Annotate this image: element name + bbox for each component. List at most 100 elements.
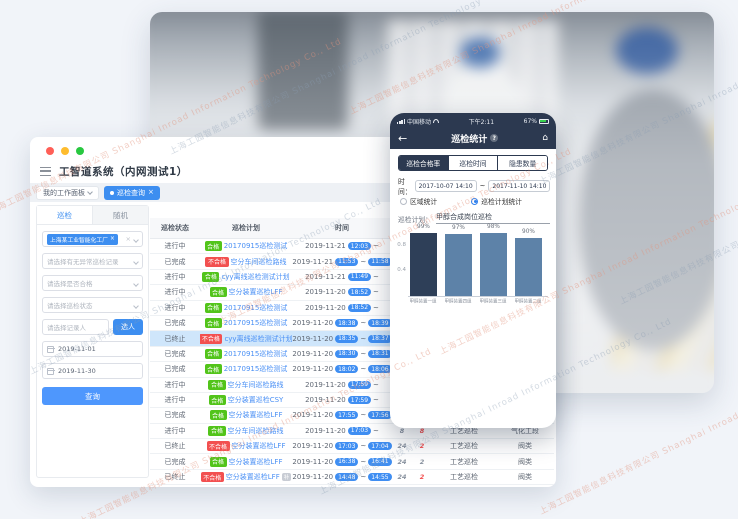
maximize-window-icon[interactable] — [76, 147, 84, 155]
bar-fill — [515, 238, 542, 296]
window-controls[interactable] — [46, 147, 84, 155]
cell-time: 2019-11-20 17:03 ~17:04 — [292, 442, 392, 451]
start-datetime-chip[interactable]: 2017-10-07 14:10 — [414, 180, 477, 192]
plan-link[interactable]: 20170915巡检测试 — [223, 303, 288, 312]
plan-link[interactable]: 空分装置巡检CSY — [227, 396, 284, 405]
clear-select-icon[interactable]: × — [125, 235, 131, 243]
factory-tag: 上海某工业智能化工厂 × — [47, 233, 118, 245]
x-axis-label: 甲醇装置二组 — [514, 298, 542, 305]
end-date-picker[interactable]: 2019-11-30 — [42, 363, 143, 379]
cell-status: 已终止 — [164, 442, 186, 451]
plan-value[interactable]: 甲醇合成岗位巡检 — [435, 212, 550, 224]
header-plan: 巡检计划 — [232, 224, 260, 232]
bar-3[interactable]: 90% 甲醇装置二组 — [514, 229, 542, 304]
plan-link[interactable]: 20170915巡检测试 — [223, 365, 288, 374]
cell-plan: 合格 空分装置巡检LFF — [200, 287, 292, 298]
cell-missed: 2 — [419, 473, 425, 482]
bar-fill — [480, 233, 507, 296]
filter-sidebar: 巡检 随机 上海某工业智能化工厂 × × 请选择有无异常巡检记录 请选 — [36, 205, 149, 478]
sidebar-tab-random[interactable]: 随机 — [93, 206, 148, 224]
home-icon[interactable]: ⌂ — [542, 133, 548, 143]
cell-area: 气化工段 — [511, 426, 539, 435]
table-row[interactable]: 已终止 不合格 空分装置巡检LFF 补 2019-11-20 14:48 ~14:… — [150, 469, 554, 486]
close-window-icon[interactable] — [46, 147, 54, 155]
cell-status: 已完成 — [164, 349, 186, 358]
close-tab-icon[interactable]: × — [148, 188, 154, 196]
start-time-chip: 17:03 — [347, 426, 372, 435]
cell-time: 2019-11-20 18:52 ~ — [305, 288, 379, 297]
bar-0[interactable]: 99% 甲醇装置一组 — [409, 224, 437, 304]
end-time-chip: 14:55 — [368, 473, 392, 482]
end-time-chip: 18:39 — [368, 319, 392, 328]
cell-time: 2019-11-20 14:48 ~14:55 — [292, 473, 392, 482]
segment-tab-1[interactable]: 巡检时间 — [448, 156, 499, 170]
query-button[interactable]: 查询 — [42, 387, 143, 405]
remove-tag-icon[interactable]: × — [109, 236, 115, 242]
sidebar-tab-inspection[interactable]: 巡检 — [37, 206, 93, 224]
cell-plan: 合格 空分装置巡检LFF — [200, 456, 292, 467]
hamburger-menu-icon[interactable] — [40, 166, 51, 176]
cell-plan: 合格 空分装置巡检LFF — [200, 410, 292, 421]
wifi-icon — [432, 119, 439, 123]
table-row[interactable]: 已完成 合格 空分装置巡检LFF 2019-11-20 16:38 ~16:41 2… — [150, 454, 554, 470]
plan-link[interactable]: 空分装置巡检LFF — [228, 411, 283, 420]
select-placeholder: 请选择是否合格 — [47, 280, 93, 288]
y-axis-tick: 0.8 — [397, 241, 406, 248]
plan-link[interactable]: 空分车间巡检路线 — [227, 426, 284, 435]
plan-link[interactable]: cyy离线巡检测试计划 — [224, 334, 292, 343]
cell-plan: 合格 20170915巡检测试 — [200, 348, 292, 359]
cell-time: 2019-11-20 18:02 ~18:06 — [292, 365, 392, 374]
cell-status: 已终止 — [164, 334, 186, 343]
plan-link[interactable]: 空分装置巡检LFF — [231, 442, 286, 451]
end-datetime-chip[interactable]: 2017-11-10 14:10 — [488, 180, 551, 192]
cell-points: 24 — [397, 473, 407, 482]
plan-link[interactable]: 20170915巡检测试 — [223, 319, 288, 328]
bar-1[interactable]: 97% 甲醇装置四组 — [444, 225, 472, 304]
table-row[interactable]: 已终止 不合格 空分装置巡检LFF 2019-11-20 17:03 ~17:04… — [150, 439, 554, 455]
plan-link[interactable]: 空分车间巡检路线 — [230, 257, 287, 266]
start-time-chip: 14:48 — [335, 473, 359, 482]
plan-link[interactable]: 空分装置巡检LFF — [225, 473, 280, 482]
bar-value-label: 98% — [487, 224, 500, 231]
plan-link[interactable]: 空分车间巡检路线 — [227, 380, 284, 389]
abnormal-record-select[interactable]: 请选择有无异常巡检记录 — [42, 253, 143, 269]
back-icon[interactable]: ← — [398, 131, 408, 145]
cell-plan: 不合格 空分车间巡检路线 — [200, 256, 292, 267]
start-date-picker[interactable]: 2019-11-01 — [42, 341, 143, 357]
pass-rate-bar-chart: 0.8 0.4 99% 甲醇装置一组 97% 甲醇装置四组 98% 甲醇装置三组 90% … — [396, 224, 550, 309]
plan-link[interactable]: 20170915巡检测试 — [223, 349, 288, 358]
help-badge-icon[interactable]: ? — [490, 134, 499, 142]
plan-link[interactable]: cyy离线巡检测试计划 — [221, 272, 290, 281]
battery-percent: 67% — [523, 117, 537, 125]
factory-select[interactable]: 上海某工业智能化工厂 × × — [42, 231, 143, 247]
qualified-tag: 合格 — [204, 241, 222, 252]
cell-plan: 合格 空分车间巡检路线 — [200, 425, 292, 436]
plan-link[interactable]: 空分装置巡检LFF — [228, 457, 283, 466]
plan-field-row: 巡检计划： 甲醇合成岗位巡检 — [398, 212, 550, 224]
recorder-placeholder: 请选择记录人 — [47, 324, 86, 332]
plan-link[interactable]: 空分装置巡检LFF — [228, 288, 283, 297]
status-select[interactable]: 请选择巡检状态 — [42, 297, 143, 313]
carrier-label: 中国移动 — [406, 118, 431, 126]
x-axis-label: 甲醇装置三组 — [479, 298, 507, 305]
cell-status: 已完成 — [164, 319, 186, 328]
tab-inspection-query[interactable]: 巡检查询 × — [104, 185, 160, 200]
end-time-chip: 18:37 — [368, 334, 392, 343]
pick-person-button[interactable]: 选人 — [113, 319, 143, 335]
minimize-window-icon[interactable] — [61, 147, 69, 155]
cell-points: 8 — [399, 426, 405, 435]
start-time-chip: 17:03 — [335, 442, 359, 451]
cell-type: 工艺巡检 — [450, 457, 478, 466]
segment-tab-0[interactable]: 巡检合格率 — [399, 156, 449, 170]
plan-link[interactable]: 20170915巡检测试 — [223, 242, 288, 251]
radio-plan-stat[interactable]: 巡检计划统计 — [471, 196, 522, 206]
recorder-input[interactable]: 请选择记录人 — [42, 319, 109, 335]
qualified-tag: 合格 — [208, 425, 226, 436]
tab-workspace[interactable]: 我的工作面板 — [36, 185, 99, 200]
segment-tab-2[interactable]: 隐患数量 — [498, 156, 547, 170]
bar-2[interactable]: 98% 甲醇装置三组 — [479, 224, 507, 304]
qualified-select[interactable]: 请选择是否合格 — [42, 275, 143, 291]
radio-area-stat[interactable]: 区域统计 — [400, 196, 437, 206]
header-time: 时间 — [335, 224, 349, 232]
